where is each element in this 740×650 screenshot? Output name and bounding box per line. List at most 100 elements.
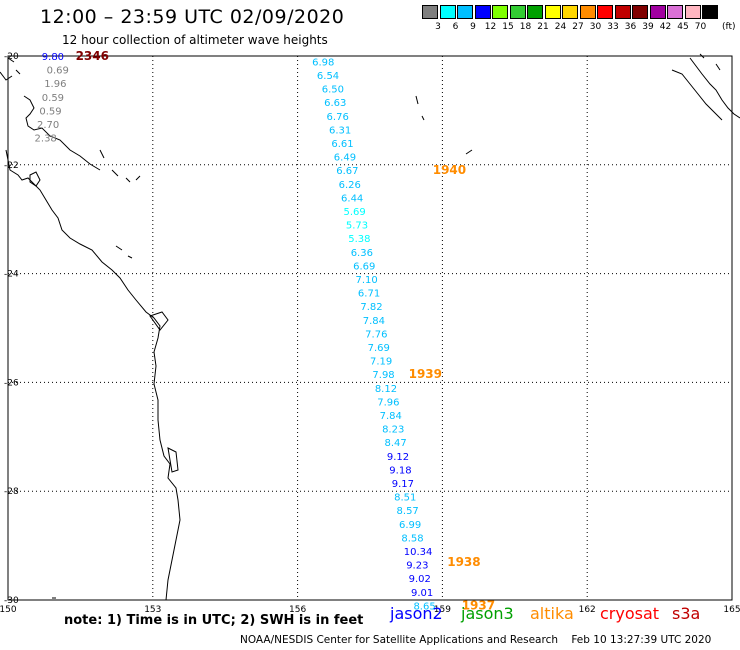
legend-swatch <box>422 5 438 19</box>
lon-tick-label: 159 <box>434 605 451 615</box>
legend-label: 24 <box>554 22 567 32</box>
pass-time-label: 2346 <box>76 49 109 63</box>
wave-height-value: 8.65 <box>413 601 435 612</box>
wave-height-value: 0.59 <box>42 93 64 104</box>
wave-height-value: 8.47 <box>384 438 406 449</box>
coastline <box>0 53 740 601</box>
legend-label: 36 <box>624 22 637 32</box>
wave-height-value: 7.84 <box>380 411 402 422</box>
wave-height-value: 8.57 <box>397 506 419 517</box>
lon-tick-label: 156 <box>289 605 306 615</box>
lon-tick-label: 153 <box>144 605 161 615</box>
pass-time-label: 1937 <box>462 598 495 612</box>
wave-height-value: 9.01 <box>411 588 433 599</box>
wave-height-value: 6.49 <box>334 153 356 164</box>
legend-swatch <box>632 5 648 19</box>
wave-height-value: 9.80 <box>42 52 64 63</box>
wave-height-value: 5.73 <box>346 221 368 232</box>
lon-tick-label: 150 <box>0 605 17 615</box>
wave-height-value: 7.84 <box>363 316 385 327</box>
wave-height-value: 7.19 <box>370 357 392 368</box>
wave-height-value: 8.51 <box>394 493 416 504</box>
legend-swatch <box>509 5 526 19</box>
legend-swatch <box>597 5 613 19</box>
lat-tick-label: -30 <box>4 596 19 606</box>
wave-height-value: 8.12 <box>375 384 397 395</box>
legend-swatch <box>562 5 578 19</box>
wave-height-value: 5.69 <box>343 207 365 218</box>
wave-height-value: 6.69 <box>353 261 375 272</box>
legend-swatch <box>614 5 631 19</box>
lat-tick-label: -22 <box>4 161 19 171</box>
wave-height-value: 6.36 <box>351 248 373 259</box>
altimeter-tracks: 9.80 0.69 1.96 0.59 0.59 2.70 2.38 2346 6.98 6.54… <box>35 49 496 612</box>
legend-label: 15 <box>502 22 514 32</box>
legend-swatch <box>439 5 456 19</box>
satellite-name: jason2 <box>390 604 443 623</box>
legend-label: 33 <box>607 22 619 32</box>
legend-swatch <box>544 5 561 19</box>
lat-tick-label: -26 <box>4 378 19 388</box>
lat-tick-label: -20 <box>4 52 19 62</box>
wave-height-value: 6.44 <box>341 193 363 204</box>
legend-swatch <box>527 5 543 19</box>
wave-height-value: 6.61 <box>331 139 353 150</box>
wave-height-value: 6.31 <box>329 125 351 136</box>
map-subtitle: 12 hour collection of altimeter wave hei… <box>62 33 328 47</box>
map-frame <box>7 55 733 601</box>
legend-swatch <box>474 5 491 19</box>
wave-height-value: 7.82 <box>360 302 382 313</box>
satellite-name: altika <box>530 604 574 623</box>
wave-height-value: 0.59 <box>39 106 61 117</box>
pass-time-label: 1938 <box>447 555 480 569</box>
pass-time-label: 1939 <box>409 367 442 381</box>
legend-label: 70 <box>694 22 707 32</box>
map-title: 12:00 – 23:59 UTC 02/09/2020 <box>40 6 345 28</box>
wave-height-value: 6.63 <box>324 98 346 109</box>
wave-height-value: 6.99 <box>399 520 421 531</box>
wave-height-value: 6.50 <box>322 85 344 96</box>
wave-height-value: 2.38 <box>35 134 57 145</box>
legend-label: 27 <box>572 22 584 32</box>
legend-label: 18 <box>519 22 532 32</box>
wave-height-value: 6.71 <box>358 289 380 300</box>
legend-label: 3 <box>435 22 441 32</box>
wave-height-value: 5.38 <box>348 234 370 245</box>
legend-swatch <box>649 5 666 19</box>
pass-time-label: 1940 <box>433 163 466 177</box>
legend-label: 42 <box>659 22 672 32</box>
legend-label: 9 <box>470 22 476 32</box>
satellite-name: jason3 <box>461 604 514 623</box>
legend-label: 45 <box>677 22 689 32</box>
legend-swatch <box>579 5 596 19</box>
wave-height-value: 6.26 <box>339 180 361 191</box>
lat-tick-label: -28 <box>4 487 19 497</box>
legend-label: 12 <box>484 22 497 32</box>
note-text: note: 1) Time is in UTC; 2) SWH is in fe… <box>64 613 364 628</box>
legend-label: 21 <box>537 22 549 32</box>
satellite-name: s3a <box>672 604 701 623</box>
wave-height-value: 7.98 <box>372 370 394 381</box>
wave-height-value: 6.67 <box>336 166 358 177</box>
wave-height-value: 9.17 <box>392 479 414 490</box>
legend-label: 39 <box>642 22 654 32</box>
wave-height-value: 2.70 <box>37 120 59 131</box>
wave-height-value: 1.96 <box>44 79 66 90</box>
wave-height-value: 7.96 <box>377 397 399 408</box>
legend-swatch <box>684 5 701 19</box>
lat-tick-label: -24 <box>4 270 19 280</box>
legend-swatch <box>702 5 718 19</box>
satellite-name: cryosat <box>600 604 660 623</box>
wave-height-value: 10.34 <box>404 547 433 558</box>
legend-unit: (ft) <box>722 22 736 32</box>
wave-height-value: 6.98 <box>312 57 334 68</box>
lon-tick-label: 162 <box>579 605 596 615</box>
credit-text: NOAA/NESDIS Center for Satellite Applica… <box>240 634 712 646</box>
wave-height-value: 6.54 <box>317 71 339 82</box>
wave-height-value: 9.18 <box>389 465 411 476</box>
wave-height-value: 8.23 <box>382 425 404 436</box>
wave-height-value: 0.69 <box>47 66 69 77</box>
wave-height-value: 8.58 <box>401 533 423 544</box>
wave-height-value: 7.76 <box>365 329 387 340</box>
